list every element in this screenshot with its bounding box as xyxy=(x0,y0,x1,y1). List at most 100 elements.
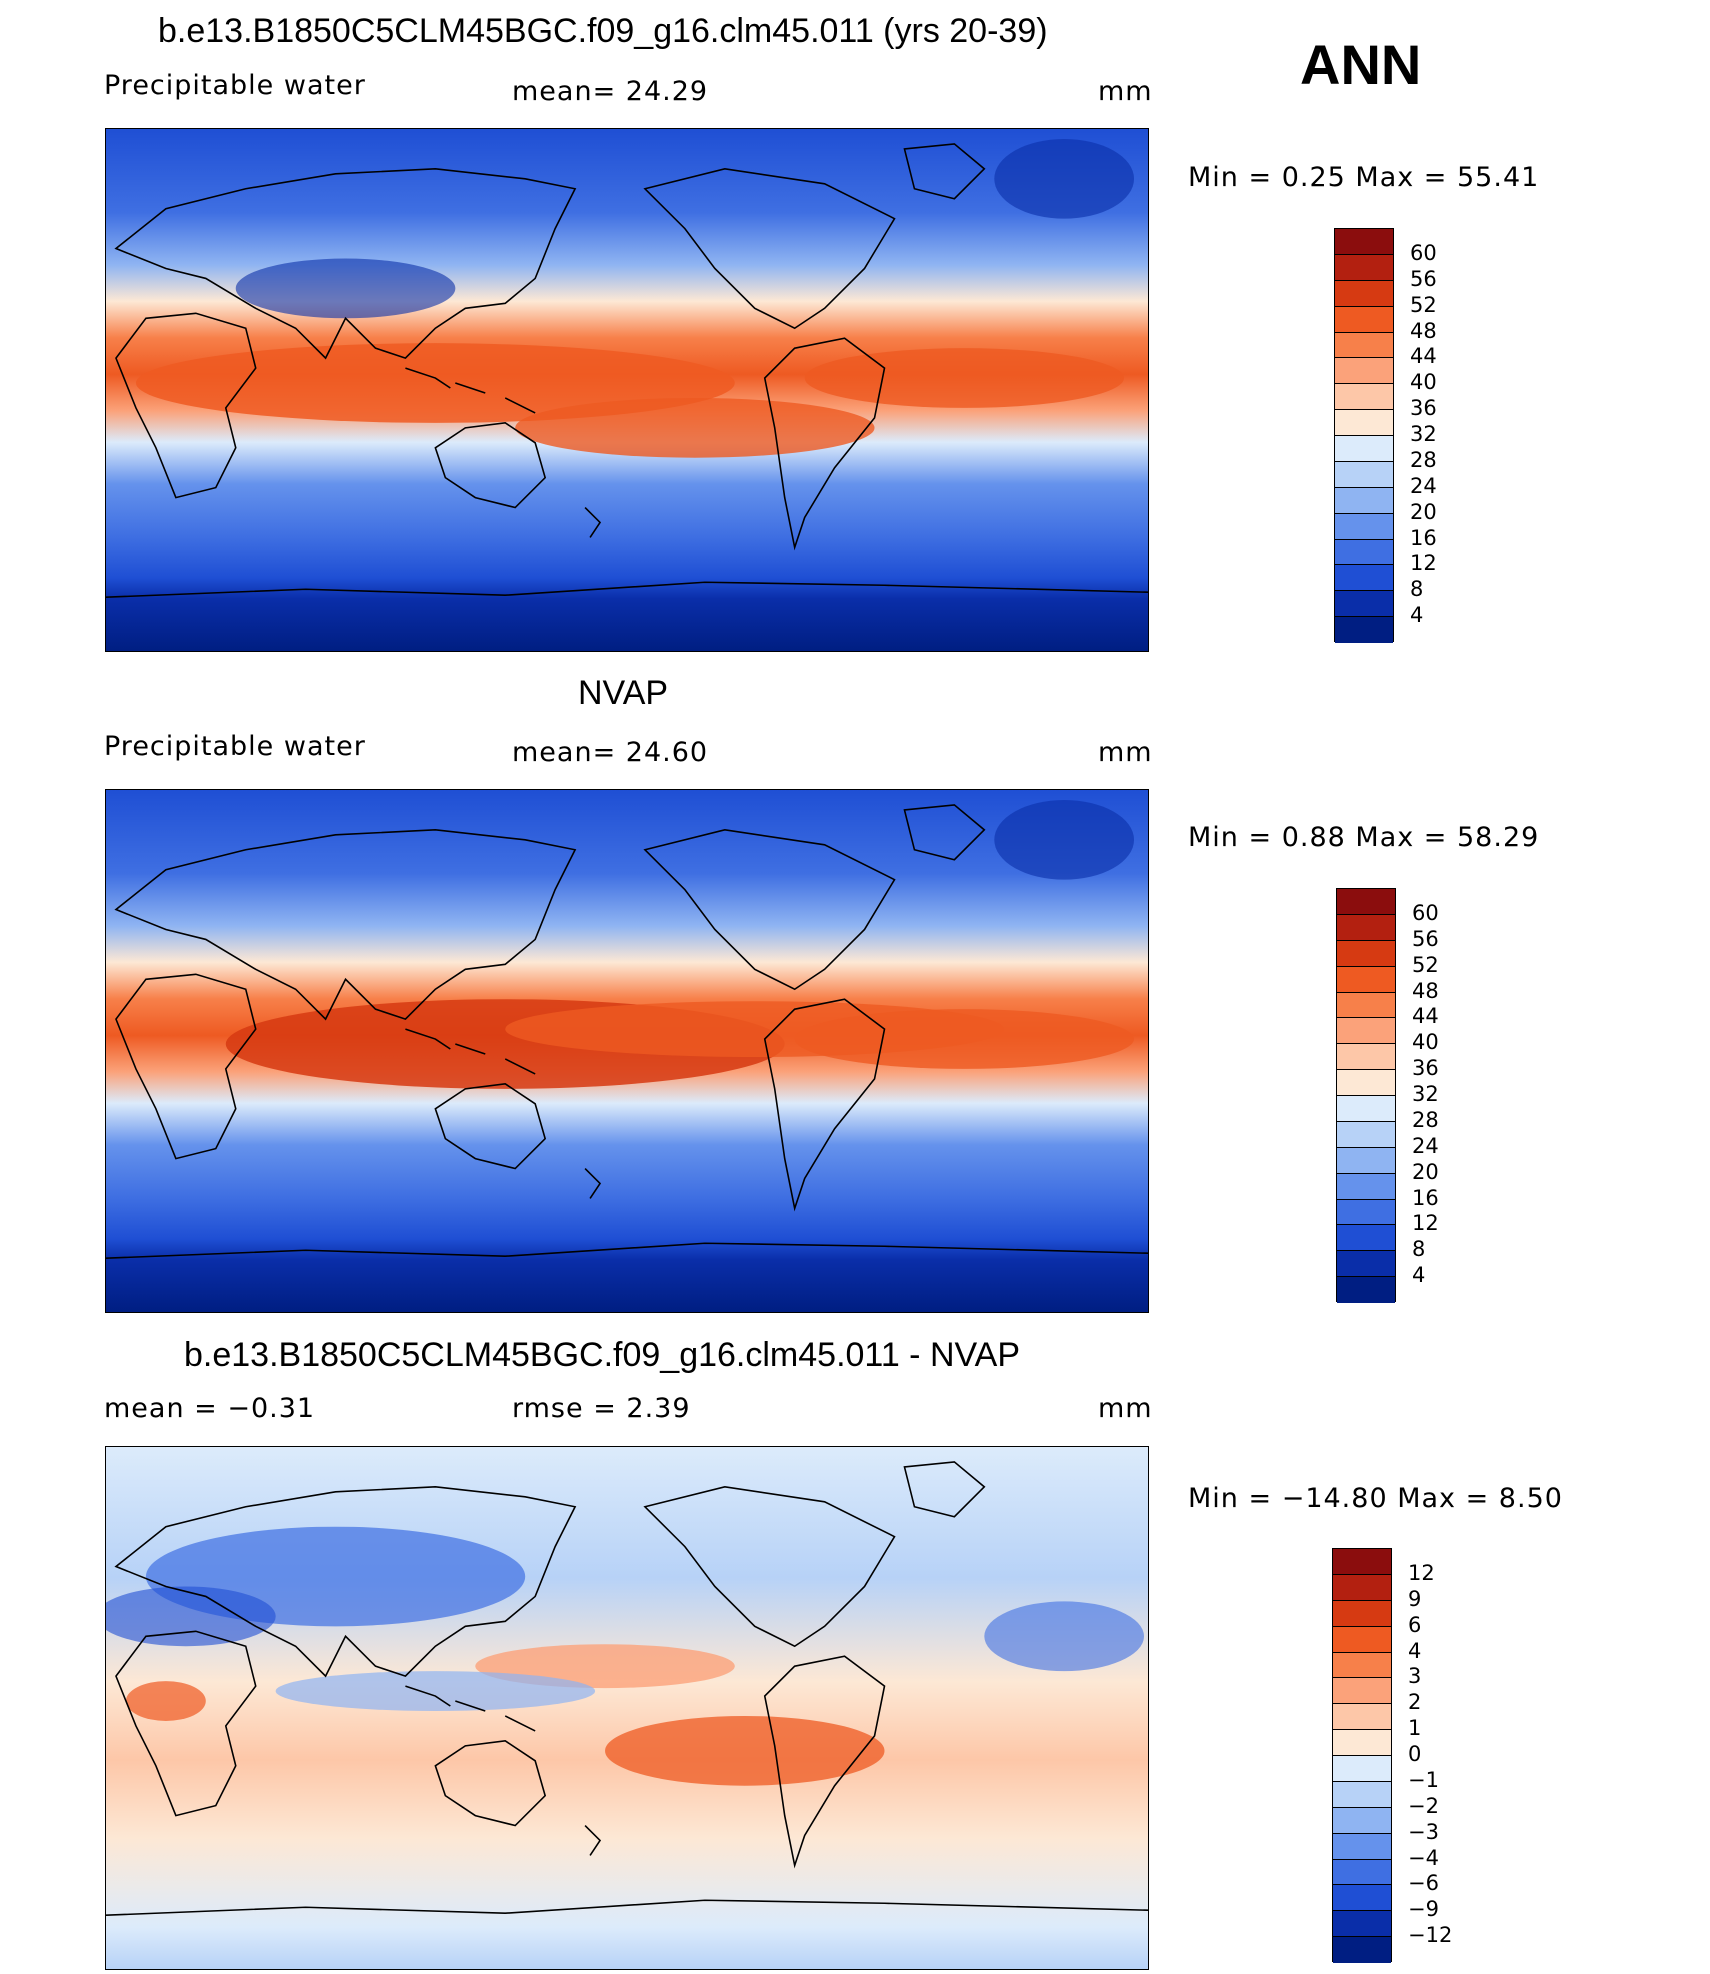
colorbar-cell xyxy=(1335,617,1393,643)
map-plot xyxy=(105,789,1149,1313)
colorbar-cell xyxy=(1333,1937,1391,1963)
colorbar-cell xyxy=(1337,1173,1395,1200)
colorbar-cell xyxy=(1333,1911,1391,1938)
colorbar-tick-label: 56 xyxy=(1410,266,1437,291)
colorbar-tick-label: 4 xyxy=(1412,1263,1426,1288)
colorbar-cell xyxy=(1337,940,1395,967)
colorbar-tick-label: −6 xyxy=(1408,1871,1439,1896)
min-max-label: Min = 0.88 Max = 58.29 xyxy=(1188,822,1540,853)
colorbar-tick-label: −4 xyxy=(1408,1845,1439,1870)
colorbar-tick-label: 0 xyxy=(1408,1742,1422,1766)
colorbar-cell xyxy=(1337,1225,1395,1252)
colorbar-cell xyxy=(1335,332,1393,359)
colorbar-cell xyxy=(1335,487,1393,514)
colorbar-cell xyxy=(1337,889,1395,915)
colorbar-tick-label: 12 xyxy=(1410,551,1437,576)
colorbar-tick-label: 28 xyxy=(1410,447,1437,472)
colorbar-cell xyxy=(1333,1704,1391,1731)
colorbar-cell xyxy=(1335,410,1393,436)
colorbar-tick-label: 44 xyxy=(1412,1004,1439,1029)
colorbar-tick-label: 32 xyxy=(1410,422,1437,446)
colorbar-tick-label: 16 xyxy=(1410,525,1437,550)
colorbar-cell xyxy=(1337,966,1395,993)
units-label: mm xyxy=(1098,76,1153,107)
colorbar-cell xyxy=(1333,1781,1391,1808)
colorbar-tick-label: −1 xyxy=(1408,1767,1439,1792)
colorbar xyxy=(1332,1548,1392,1963)
colorbar-tick-label: 4 xyxy=(1408,1638,1422,1663)
colorbar-cell xyxy=(1335,436,1393,462)
colorbar-tick-label: 20 xyxy=(1410,499,1437,524)
colorbar-cell xyxy=(1333,1859,1391,1886)
colorbar-cell xyxy=(1337,1018,1395,1045)
colorbar-tick-label: 52 xyxy=(1410,292,1437,317)
mean-label: mean= 24.60 xyxy=(512,737,709,768)
min-max-label: Min = 0.25 Max = 55.41 xyxy=(1188,162,1540,193)
mean-label: mean= 24.29 xyxy=(512,76,709,107)
colorbar-cell xyxy=(1335,513,1393,540)
colorbar-cell xyxy=(1333,1833,1391,1860)
colorbar-tick-label: 40 xyxy=(1412,1030,1439,1055)
colorbar-cell xyxy=(1333,1652,1391,1679)
colorbar-cell xyxy=(1335,306,1393,333)
colorbar-cell xyxy=(1337,1147,1395,1174)
colorbar-cell xyxy=(1337,1070,1395,1096)
colorbar-tick-label: 40 xyxy=(1410,370,1437,395)
map-plot xyxy=(105,1446,1149,1970)
map-plot xyxy=(105,128,1149,652)
colorbar-cell xyxy=(1337,1199,1395,1226)
colorbar-tick-label: 36 xyxy=(1412,1056,1439,1081)
colorbar-tick-label: 60 xyxy=(1410,240,1437,265)
colorbar-tick-label: 36 xyxy=(1410,396,1437,421)
variable-label: Precipitable water xyxy=(104,70,366,101)
colorbar-cell xyxy=(1335,461,1393,488)
colorbar-cell xyxy=(1335,539,1393,566)
panel-title: NVAP xyxy=(578,674,669,712)
colorbar-tick-label: 16 xyxy=(1412,1185,1439,1210)
colorbar-cell xyxy=(1333,1678,1391,1705)
colorbar-cell xyxy=(1333,1807,1391,1834)
min-max-label: Min = −14.80 Max = 8.50 xyxy=(1188,1483,1563,1514)
season-label: ANN xyxy=(1300,33,1422,96)
colorbar-cell xyxy=(1337,992,1395,1019)
colorbar-tick-label: 52 xyxy=(1412,952,1439,977)
colorbar-cell xyxy=(1333,1549,1391,1575)
colorbar-cell xyxy=(1335,591,1393,618)
colorbar-cell xyxy=(1333,1730,1391,1756)
colorbar-tick-label: 9 xyxy=(1408,1586,1422,1611)
colorbar-tick-label: 2 xyxy=(1408,1690,1422,1715)
units-label: mm xyxy=(1098,737,1153,768)
colorbar-cell xyxy=(1333,1600,1391,1627)
colorbar-tick-label: 56 xyxy=(1412,926,1439,951)
colorbar-tick-label: 6 xyxy=(1408,1612,1422,1637)
colorbar-tick-label: 44 xyxy=(1410,344,1437,369)
colorbar-tick-label: 60 xyxy=(1412,900,1439,925)
colorbar-cell xyxy=(1335,565,1393,592)
colorbar-tick-label: 4 xyxy=(1410,603,1424,628)
colorbar-tick-label: 8 xyxy=(1412,1237,1426,1262)
colorbar-tick-label: 48 xyxy=(1410,318,1437,343)
colorbar-cell xyxy=(1333,1756,1391,1782)
colorbar xyxy=(1334,228,1394,643)
units-label: mm xyxy=(1098,1393,1153,1424)
colorbar-tick-label: 24 xyxy=(1412,1133,1439,1158)
colorbar-tick-label: 32 xyxy=(1412,1082,1439,1106)
colorbar-cell xyxy=(1333,1885,1391,1912)
colorbar-tick-label: −3 xyxy=(1408,1819,1439,1844)
colorbar-cell xyxy=(1337,1096,1395,1122)
colorbar-tick-label: 24 xyxy=(1410,473,1437,498)
colorbar-tick-label: 12 xyxy=(1412,1211,1439,1236)
rmse-label: rmse = 2.39 xyxy=(512,1393,691,1424)
panel-title: b.e13.B1850C5CLM45BGC.f09_g16.clm45.011 … xyxy=(158,12,1048,50)
colorbar-cell xyxy=(1337,1044,1395,1071)
colorbar-cell xyxy=(1333,1626,1391,1653)
colorbar-tick-label: 3 xyxy=(1408,1664,1422,1689)
colorbar-tick-label: 20 xyxy=(1412,1159,1439,1184)
colorbar-cell xyxy=(1335,358,1393,385)
colorbar-cell xyxy=(1335,254,1393,281)
colorbar-tick-label: 1 xyxy=(1408,1716,1422,1741)
panel-title: b.e13.B1850C5CLM45BGC.f09_g16.clm45.011 … xyxy=(184,1336,1021,1374)
colorbar-cell xyxy=(1337,1251,1395,1278)
colorbar-tick-label: −12 xyxy=(1408,1923,1453,1948)
colorbar-tick-label: −9 xyxy=(1408,1897,1439,1922)
